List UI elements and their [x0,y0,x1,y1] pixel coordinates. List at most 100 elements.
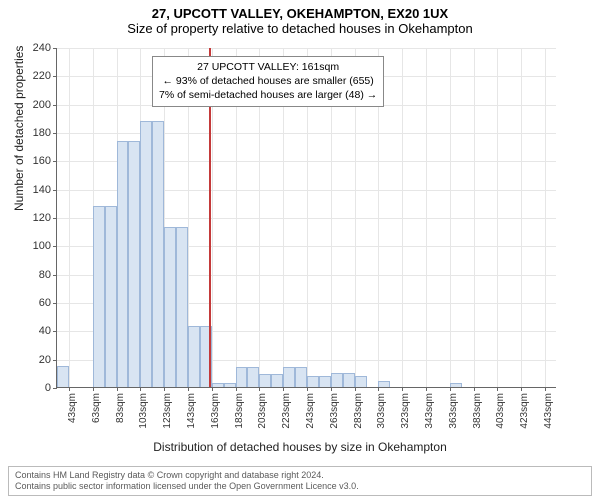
x-tick-label: 243sqm [305,393,316,429]
histogram-bar [295,367,307,387]
x-tick-mark [474,387,475,391]
x-tick-mark [69,387,70,391]
histogram-bar [236,367,248,387]
x-tick-mark [140,387,141,391]
histogram-bar [117,141,129,388]
y-tick-label: 160 [33,155,51,167]
x-tick-label: 83sqm [115,393,126,423]
histogram-bar [164,227,176,387]
histogram-bar [188,326,200,387]
x-tick-mark [93,387,94,391]
x-tick-mark [355,387,356,391]
y-tick-mark [53,218,57,219]
x-tick-label: 343sqm [424,393,435,429]
x-tick-label: 423sqm [519,393,530,429]
footer-box: Contains HM Land Registry data © Crown c… [8,466,592,497]
histogram-bar [57,366,69,387]
y-tick-mark [53,105,57,106]
histogram-bar [307,376,319,387]
histogram-bar [176,227,188,387]
x-tick-label: 323sqm [400,393,411,429]
annotation-line: ← 93% of detached houses are smaller (65… [159,74,377,88]
y-tick-mark [53,133,57,134]
x-tick-mark [378,387,379,391]
histogram-bar [140,121,152,387]
y-tick-mark [53,76,57,77]
x-tick-label: 143sqm [186,393,197,429]
x-tick-label: 163sqm [210,393,221,429]
x-tick-label: 263sqm [329,393,340,429]
y-axis-title: Number of detached properties [12,46,26,211]
gridline-v [69,48,70,387]
y-tick-label: 240 [33,42,51,54]
x-tick-mark [426,387,427,391]
x-tick-mark [545,387,546,391]
y-tick-label: 180 [33,127,51,139]
histogram-bar [331,373,343,387]
x-tick-label: 383sqm [472,393,483,429]
gridline-v [474,48,475,387]
x-tick-label: 303sqm [376,393,387,429]
x-axis-title: Distribution of detached houses by size … [0,440,600,454]
plot-area: 02040608010012014016018020022024043sqm63… [56,48,556,388]
y-tick-label: 40 [39,325,51,337]
histogram-bar [355,376,367,387]
gridline-v [426,48,427,387]
x-tick-label: 123sqm [162,393,173,429]
y-tick-mark [53,303,57,304]
y-tick-label: 20 [39,354,51,366]
x-tick-mark [188,387,189,391]
gridline-v [497,48,498,387]
y-tick-label: 140 [33,184,51,196]
x-tick-label: 443sqm [543,393,554,429]
y-tick-mark [53,161,57,162]
gridline-v [521,48,522,387]
x-tick-label: 103sqm [138,393,149,429]
histogram-bar [105,206,117,387]
x-tick-mark [164,387,165,391]
x-tick-mark [283,387,284,391]
histogram-bar [319,376,331,387]
chart-area: 02040608010012014016018020022024043sqm63… [56,48,556,388]
footer-line2: Contains public sector information licen… [15,481,585,492]
chart-title-block: 27, UPCOTT VALLEY, OKEHAMPTON, EX20 1UX … [0,0,600,36]
gridline-v [545,48,546,387]
y-tick-label: 80 [39,269,51,281]
x-tick-mark [402,387,403,391]
y-tick-label: 220 [33,70,51,82]
x-tick-mark [331,387,332,391]
x-tick-mark [117,387,118,391]
histogram-bar [259,374,271,387]
x-tick-mark [450,387,451,391]
x-tick-label: 183sqm [234,393,245,429]
gridline-v [402,48,403,387]
annotation-box: 27 UPCOTT VALLEY: 161sqm← 93% of detache… [152,56,384,107]
annotation-line: 7% of semi-detached houses are larger (4… [159,88,377,102]
y-tick-mark [53,275,57,276]
histogram-bar [343,373,355,387]
footer: Contains HM Land Registry data © Crown c… [8,466,592,497]
y-tick-mark [53,331,57,332]
x-tick-label: 283sqm [353,393,364,429]
histogram-bar [93,206,105,387]
y-tick-mark [53,360,57,361]
annotation-line: 27 UPCOTT VALLEY: 161sqm [159,60,377,74]
x-tick-label: 403sqm [495,393,506,429]
y-tick-label: 0 [45,382,51,394]
y-tick-label: 60 [39,297,51,309]
y-tick-label: 200 [33,99,51,111]
x-tick-label: 43sqm [67,393,78,423]
gridline-v [450,48,451,387]
x-tick-mark [236,387,237,391]
x-tick-label: 203sqm [257,393,268,429]
x-tick-mark [212,387,213,391]
chart-title-line1: 27, UPCOTT VALLEY, OKEHAMPTON, EX20 1UX [0,6,600,21]
histogram-bar [224,383,236,387]
histogram-bar [450,383,462,387]
y-tick-mark [53,190,57,191]
x-tick-mark [497,387,498,391]
x-tick-mark [521,387,522,391]
histogram-bar [378,381,390,387]
x-tick-label: 63sqm [91,393,102,423]
x-tick-mark [259,387,260,391]
